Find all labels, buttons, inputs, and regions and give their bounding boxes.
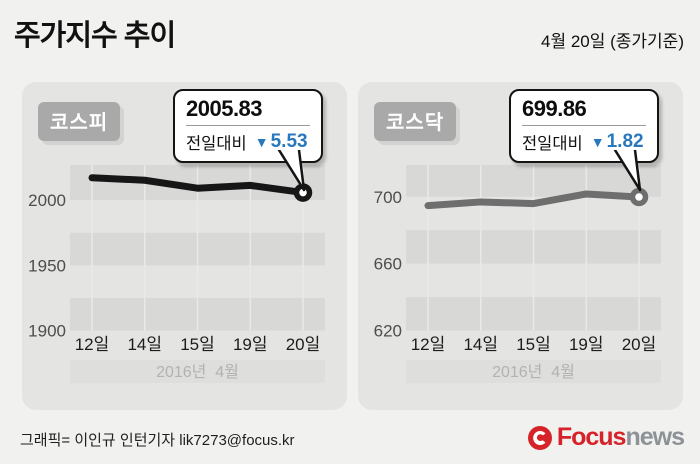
svg-text:15일: 15일	[516, 335, 551, 354]
callout-divider	[522, 125, 646, 126]
svg-text:20일: 20일	[286, 335, 321, 354]
svg-text:660: 660	[374, 255, 402, 274]
kospi-panel: 코스피 2000 1950 1900 12일 14일 15일 19일 20일 2016년 4월 …	[22, 82, 347, 410]
svg-text:700: 700	[374, 188, 402, 207]
focus-news-logo-icon	[527, 425, 552, 450]
graphic-credit: 그래픽= 이인규 인턴기자 lik7273@focus.kr	[20, 432, 295, 449]
svg-text:1900: 1900	[28, 322, 66, 341]
down-arrow-icon: ▼	[590, 134, 605, 150]
down-arrow-icon: ▼	[254, 134, 269, 150]
svg-text:20일: 20일	[622, 335, 657, 354]
svg-text:14일: 14일	[127, 335, 162, 354]
change-label: 전일대비	[186, 135, 247, 153]
kosdaq-change-row: 전일대비 ▼ 1.82	[522, 130, 646, 154]
svg-text:2000: 2000	[28, 191, 66, 210]
change-label: 전일대비	[522, 135, 583, 153]
callout-tail	[613, 150, 642, 192]
svg-text:2016년 4월: 2016년 4월	[492, 363, 575, 381]
kosdaq-badge: 코스닥	[374, 102, 457, 141]
svg-text:12일: 12일	[75, 335, 110, 354]
kospi-close-value: 2005.83	[186, 96, 263, 121]
kosdaq-change-value: 1.82	[606, 131, 644, 152]
svg-text:620: 620	[374, 322, 402, 341]
svg-text:15일: 15일	[180, 335, 215, 354]
svg-text:19일: 19일	[233, 335, 268, 354]
svg-text:1950: 1950	[28, 256, 66, 275]
kospi-badge: 코스피	[38, 102, 121, 141]
kosdaq-panel: 코스닥 700 660 620 12일 14일 15일 19일 20일 2016년 4월 699…	[358, 82, 683, 410]
callout-divider	[186, 125, 310, 126]
date-note: 4월 20일 (종가기준)	[541, 32, 684, 51]
kosdaq-line-chart: 700 660 620 12일 14일 15일 19일 20일 2016년 4월	[374, 165, 661, 383]
callout-tail	[277, 150, 306, 192]
svg-text:2016년 4월: 2016년 4월	[156, 363, 239, 381]
kosdaq-close-value: 699.86	[522, 96, 587, 121]
logo-text-news: news	[625, 423, 685, 451]
kospi-line-chart: 2000 1950 1900 12일 14일 15일 19일 20일 2016년 4월	[28, 165, 325, 383]
kospi-change-value: 5.53	[270, 131, 308, 152]
kospi-change-row: 전일대비 ▼ 5.53	[186, 130, 310, 154]
page-title: 주가지수 추이	[14, 20, 176, 52]
logo-text-focus: Focus	[556, 423, 627, 451]
svg-text:14일: 14일	[463, 335, 498, 354]
svg-text:19일: 19일	[569, 335, 604, 354]
focus-news-logo: Focus news	[527, 423, 685, 452]
svg-text:12일: 12일	[411, 335, 446, 354]
